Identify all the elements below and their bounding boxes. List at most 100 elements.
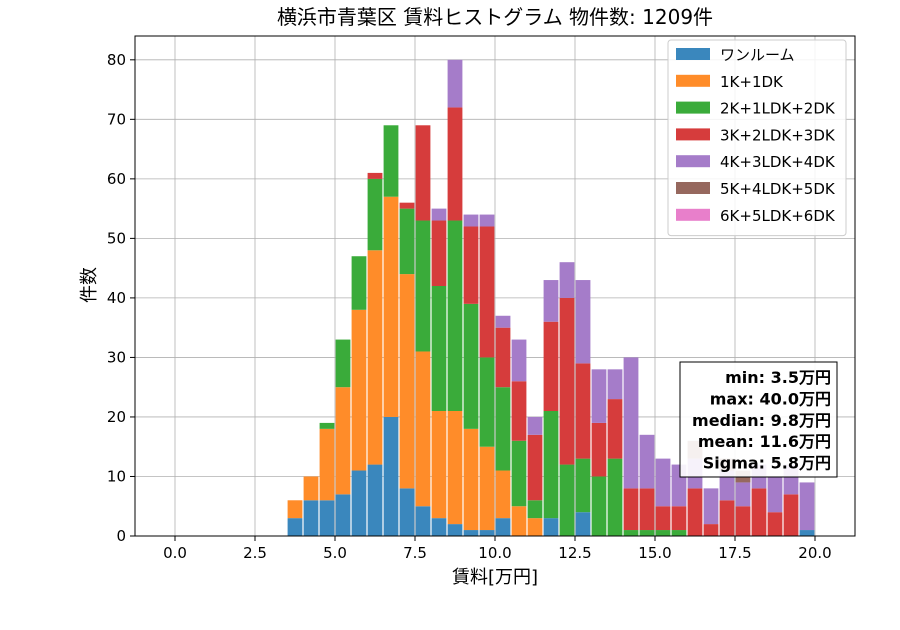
bar-segment xyxy=(431,411,447,519)
bar-segment xyxy=(447,107,463,221)
bar-segment xyxy=(335,339,351,388)
bar-segment xyxy=(767,512,783,536)
bar-segment xyxy=(415,220,431,352)
legend-label: 4K+3LDK+4DK xyxy=(720,153,836,171)
bar-segment xyxy=(463,530,479,536)
bar-segment xyxy=(463,303,479,429)
legend-swatch xyxy=(676,182,710,194)
bar-segment xyxy=(447,524,463,536)
y-tick-label: 80 xyxy=(107,51,126,69)
bar-segment xyxy=(367,172,383,179)
bar-segment xyxy=(399,208,415,275)
bar-segment xyxy=(767,476,783,513)
bar-segment xyxy=(591,476,607,536)
bar-segment xyxy=(447,411,463,525)
bar-segment xyxy=(735,482,751,507)
bar-segment xyxy=(671,530,687,536)
x-tick-label: 0.0 xyxy=(163,544,187,562)
y-tick-label: 60 xyxy=(107,170,126,188)
bar-segment xyxy=(479,357,495,447)
bar-segment xyxy=(575,363,591,459)
bar-segment xyxy=(447,59,463,108)
bar-segment xyxy=(463,428,479,531)
y-axis-label: 件数 xyxy=(79,267,100,303)
bar-segment xyxy=(543,518,559,536)
bar-segment xyxy=(591,422,607,477)
bar-segment xyxy=(415,506,431,536)
bar-segment xyxy=(319,422,335,429)
bar-stacks xyxy=(287,59,815,536)
legend: ワンルーム 1K+1DK 2K+1LDK+2DK 3K+2LDK+3DK 4K+3LDK… xyxy=(667,39,847,237)
bar-segment xyxy=(367,250,383,465)
x-axis-ticks: 0.0 2.5 5.0 7.5 10.0 12.5 15.0 17.5 20.0 xyxy=(163,536,832,562)
bar-segment xyxy=(303,476,319,501)
bar-segment xyxy=(623,488,639,531)
bar-segment xyxy=(415,351,431,507)
bar-segment xyxy=(671,506,687,531)
legend-label: 2K+1LDK+2DK xyxy=(720,100,836,118)
legend-swatch xyxy=(676,101,710,114)
bar-segment xyxy=(479,226,495,358)
legend-label: ワンルーム xyxy=(720,46,795,64)
bar-segment xyxy=(575,512,591,536)
y-tick-label: 10 xyxy=(107,467,126,485)
legend-swatch xyxy=(676,74,710,87)
bar-segment xyxy=(431,208,447,221)
stats-line: min: 3.5万円 xyxy=(725,368,831,387)
legend-box xyxy=(667,39,847,237)
y-tick-label: 40 xyxy=(107,289,126,307)
legend-label: 1K+1DK xyxy=(720,73,784,91)
bar-segment xyxy=(495,387,511,471)
bar-segment xyxy=(607,399,623,459)
bar-segment xyxy=(367,178,383,251)
x-tick-label: 15.0 xyxy=(638,544,671,562)
bar-segment xyxy=(287,500,303,519)
bar-segment xyxy=(383,125,399,197)
bar-segment xyxy=(655,506,671,531)
bar-segment xyxy=(303,500,319,536)
x-tick-label: 10.0 xyxy=(478,544,511,562)
bar-segment xyxy=(703,488,719,525)
bar-segment xyxy=(639,530,655,536)
legend-label: 6K+5LDK+6DK xyxy=(720,207,836,225)
bar-segment xyxy=(367,464,383,536)
bar-segment xyxy=(543,411,559,519)
bar-segment xyxy=(623,357,639,489)
bar-segment xyxy=(639,434,655,489)
x-axis-label: 賃料[万円] xyxy=(452,567,538,588)
bar-segment xyxy=(783,494,799,536)
bar-segment xyxy=(735,506,751,536)
stats-line: Sigma: 5.8万円 xyxy=(703,454,831,473)
x-tick-label: 17.5 xyxy=(718,544,751,562)
y-tick-label: 30 xyxy=(107,348,126,366)
bar-segment xyxy=(543,280,559,322)
bar-segment xyxy=(287,518,303,536)
bar-segment xyxy=(319,500,335,536)
bar-segment xyxy=(447,220,463,411)
bar-segment xyxy=(559,464,575,536)
y-tick-label: 50 xyxy=(107,229,126,247)
bar-segment xyxy=(431,220,447,286)
y-axis-ticks: 0 10 20 30 40 50 60 70 80 xyxy=(107,51,135,545)
bar-segment xyxy=(719,470,735,501)
bar-segment xyxy=(799,530,815,536)
stats-line: max: 40.0万円 xyxy=(710,389,831,408)
stats-box: min: 3.5万円 max: 40.0万円 median: 9.8万円 mean: … xyxy=(679,361,838,478)
stats-line: mean: 11.6万円 xyxy=(698,432,831,451)
legend-swatch xyxy=(676,208,710,221)
bar-segment xyxy=(399,488,415,536)
bar-segment xyxy=(351,309,367,471)
bar-segment xyxy=(383,196,399,417)
bar-segment xyxy=(511,381,527,441)
legend-swatch xyxy=(676,48,710,60)
x-tick-label: 5.0 xyxy=(323,544,347,562)
bar-segment xyxy=(575,458,591,513)
bar-segment xyxy=(527,434,543,501)
bar-segment xyxy=(431,518,447,536)
bar-segment xyxy=(527,416,543,435)
bar-segment xyxy=(687,488,703,536)
bar-segment xyxy=(335,494,351,536)
bar-segment xyxy=(495,315,511,328)
y-tick-label: 0 xyxy=(116,527,126,545)
